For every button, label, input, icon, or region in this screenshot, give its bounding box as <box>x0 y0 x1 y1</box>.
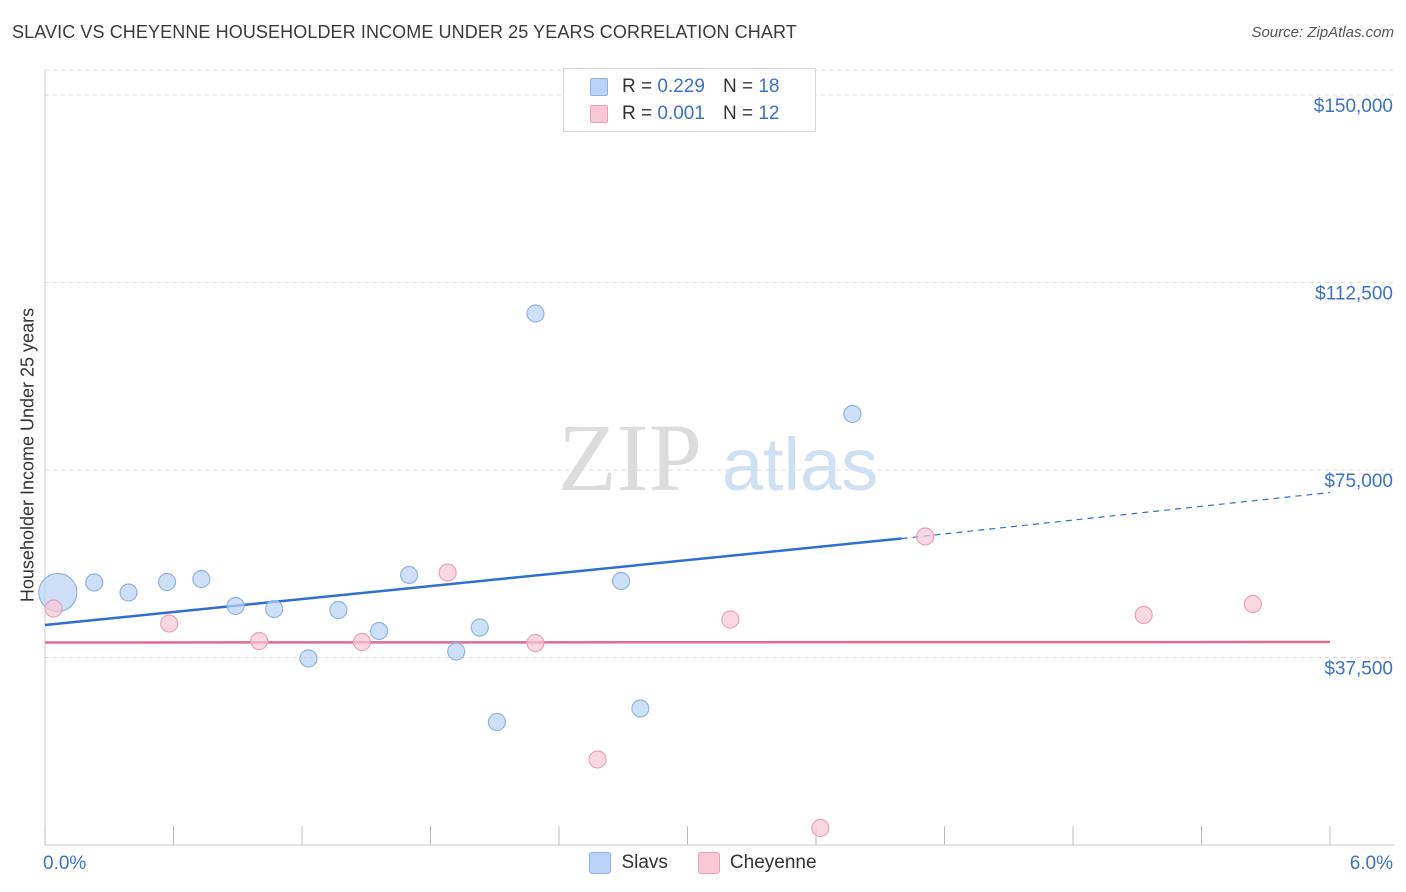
slavs-point <box>487 712 506 732</box>
legend-row-slavs: R = 0.229 N = 18 <box>590 76 779 98</box>
cheyenne-point <box>250 631 269 651</box>
slavs-point <box>843 404 862 424</box>
watermark-zip: ZIP <box>558 404 702 511</box>
slavs-point <box>631 699 650 718</box>
y-axis-label: Householder Income Under 25 years <box>17 307 38 603</box>
slavs-point <box>470 618 489 637</box>
legend-row-cheyenne: R = 0.001 N = 12 <box>590 103 779 125</box>
y-tick-label: $75,000 <box>1324 471 1393 492</box>
cheyenne-swatch <box>590 105 608 123</box>
slavs-point <box>85 573 104 592</box>
legend-n-value: 12 <box>758 103 780 124</box>
legend-item-cheyenne[interactable]: Cheyenne <box>697 852 817 874</box>
slavs-point <box>526 304 545 323</box>
slavs-swatch <box>589 852 612 874</box>
series-legend: Slavs Cheyenne <box>0 852 1406 874</box>
slavs-point <box>265 599 284 619</box>
y-tick-label: $37,500 <box>1324 659 1393 680</box>
slavs-trend-extension <box>901 491 1331 540</box>
cheyenne-point <box>588 750 607 769</box>
cheyenne-point <box>44 599 63 618</box>
cheyenne-point <box>438 563 457 582</box>
legend-n-value: 18 <box>758 76 780 97</box>
legend-r-label: R = <box>622 103 653 124</box>
slavs-point <box>370 621 389 641</box>
x-tick-label: 0.0% <box>43 853 86 874</box>
slavs-point <box>226 596 245 616</box>
source-label: Source: ZipAtlas.com <box>1251 24 1394 41</box>
tick-labels: $37,500 $75,000 $112,500 $150,000 0.0% 6.0% <box>43 96 1393 874</box>
gridlines <box>45 69 1395 658</box>
cheyenne-point <box>916 527 935 546</box>
y-tick-label: $150,000 <box>1314 96 1393 117</box>
cheyenne-swatch <box>697 852 720 874</box>
legend-label-slavs: Slavs <box>621 852 668 873</box>
cheyenne-trend-line <box>44 640 1331 644</box>
stats-legend: R = 0.229 N = 18 R = 0.001 N = 12 <box>563 68 816 132</box>
cheyenne-point <box>1134 605 1153 625</box>
slavs-swatch <box>590 78 608 96</box>
slavs-point <box>399 565 419 585</box>
slavs-point <box>192 569 211 589</box>
legend-n-label: N = <box>722 76 754 97</box>
slavs-point <box>329 600 348 620</box>
watermark: ZIP atlas <box>558 404 878 511</box>
cheyenne-point <box>526 633 545 653</box>
slavs-point <box>612 571 631 591</box>
legend-r-value: 0.001 <box>657 103 705 124</box>
y-tick-label: $112,500 <box>1315 284 1393 305</box>
cheyenne-point <box>352 632 372 652</box>
data-points <box>38 304 1263 838</box>
cheyenne-point <box>160 614 179 633</box>
x-tick-label: 6.0% <box>1350 853 1393 874</box>
legend-r-label: R = <box>622 76 653 97</box>
cheyenne-point <box>811 818 830 838</box>
legend-n-label: N = <box>722 103 754 124</box>
cheyenne-point <box>1243 594 1263 614</box>
slavs-point <box>119 583 138 602</box>
cheyenne-point <box>721 610 740 629</box>
legend-item-slavs[interactable]: Slavs <box>589 852 668 874</box>
slavs-trend-line <box>44 537 902 627</box>
legend-r-value: 0.229 <box>657 76 705 97</box>
legend-label-cheyenne: Cheyenne <box>729 852 817 873</box>
slavs-point <box>157 572 177 592</box>
watermark-atlas: atlas <box>722 423 878 506</box>
slavs-point <box>447 642 466 661</box>
chart-title: SLAVIC VS CHEYENNE HOUSEHOLDER INCOME UN… <box>12 22 797 42</box>
axes <box>44 70 1395 846</box>
slavs-point <box>299 649 318 668</box>
